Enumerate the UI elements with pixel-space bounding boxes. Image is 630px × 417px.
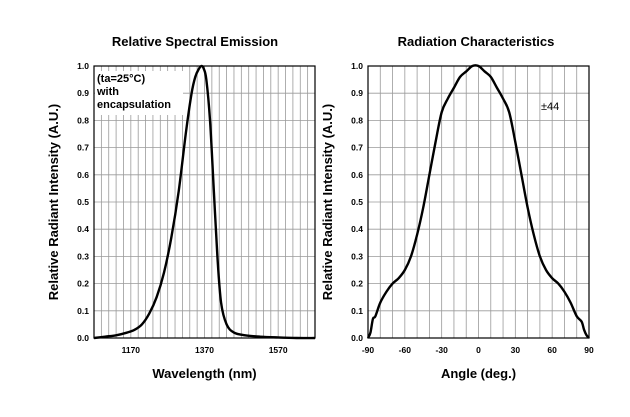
- y-tick-label: 0.3: [351, 251, 363, 261]
- y-tick-label: 0.9: [351, 88, 363, 98]
- y-tick-label: 0.2: [351, 279, 363, 289]
- x-tick-label: 1170: [122, 345, 141, 355]
- x-axis-label: Wavelength (nm): [152, 366, 256, 381]
- y-tick-label: 0.0: [351, 333, 363, 343]
- y-tick-label: 0.1: [77, 306, 89, 316]
- x-tick-label: -60: [399, 345, 412, 355]
- y-tick-label: 0.0: [77, 333, 89, 343]
- x-tick-label: 1370: [195, 345, 214, 355]
- y-tick-label: 0.4: [351, 224, 363, 234]
- x-tick-label: -30: [436, 345, 449, 355]
- x-tick-label: 90: [584, 345, 594, 355]
- chart-title: Radiation Characteristics: [398, 34, 555, 49]
- chart-panel-radiation: 0.0 0.1 0.2 0.3 0.4 0.5 0.6 0.7 0.8 0.9 1.0 -90 -60 -…: [320, 34, 594, 381]
- y-tick-label: 0.9: [77, 88, 89, 98]
- y-tick-label: 0.6: [351, 170, 363, 180]
- y-tick-label: 0.2: [77, 279, 89, 289]
- y-tick-label: 0.3: [77, 251, 89, 261]
- y-tick-label: 0.1: [351, 306, 363, 316]
- y-tick-label: 0.5: [77, 197, 89, 207]
- x-axis-label: Angle (deg.): [441, 366, 516, 381]
- y-tick-label: 0.4: [77, 224, 89, 234]
- y-tick-label: 0.5: [351, 197, 363, 207]
- series-line: [366, 64, 590, 339]
- plot-frame: [93, 65, 316, 339]
- annotation-text: (ta=25°C): [97, 73, 145, 85]
- x-tick-label: 0: [476, 345, 481, 355]
- annotation-text: with: [96, 86, 119, 98]
- y-tick-label: 1.0: [77, 61, 89, 71]
- x-tick-label: 60: [547, 345, 557, 355]
- annotation-text: ±44: [541, 101, 559, 113]
- y-axis-label: Relative Radiant Intensity (A.U.): [320, 104, 335, 300]
- annotation-text: encapsulation: [97, 99, 171, 111]
- series-line: [93, 64, 316, 340]
- y-tick-label: 1.0: [351, 61, 363, 71]
- y-tick-label: 0.8: [351, 115, 363, 125]
- chart-title: Relative Spectral Emission: [112, 34, 278, 49]
- y-tick-label: 0.7: [351, 143, 363, 153]
- x-tick-label: -90: [362, 345, 375, 355]
- annotation-background: [95, 71, 183, 115]
- y-tick-label: 0.6: [77, 170, 89, 180]
- chart-panel-spectral: 0.0 0.1 0.2 0.3 0.4 0.5 0.6 0.7 0.8 0.9 1.0 1170 137…: [46, 34, 316, 381]
- y-tick-label: 0.8: [77, 115, 89, 125]
- y-tick-label: 0.7: [77, 143, 89, 153]
- x-tick-label: 30: [511, 345, 521, 355]
- x-tick-label: 1570: [269, 345, 288, 355]
- y-axis-label: Relative Radiant Intensity (A.U.): [46, 104, 61, 300]
